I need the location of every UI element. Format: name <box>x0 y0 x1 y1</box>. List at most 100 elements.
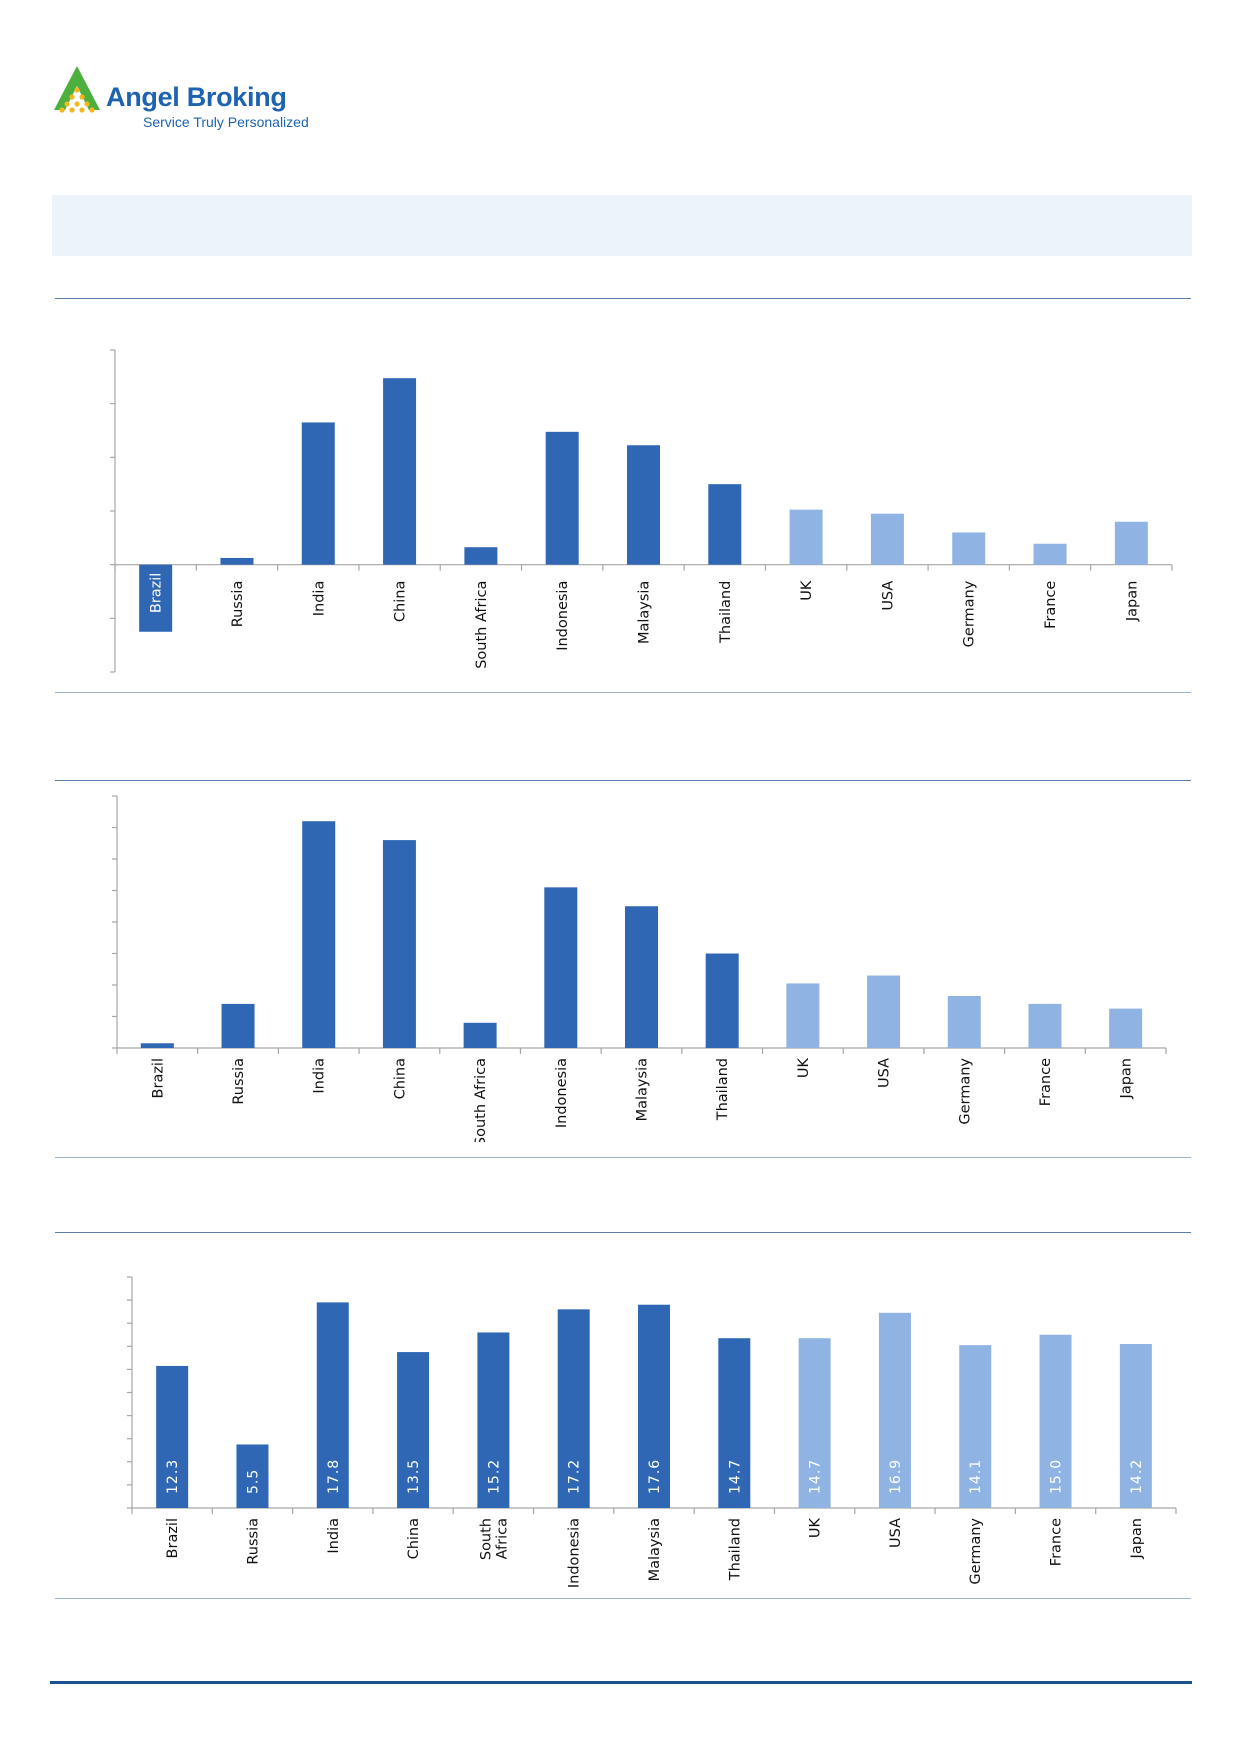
category-label-line: India <box>326 1518 342 1554</box>
category-label-line: Thailand <box>727 1518 743 1581</box>
category-label: Thailand <box>727 1518 743 1581</box>
bar-malaysia <box>638 1304 670 1508</box>
category-label-line: Germany <box>957 1058 973 1125</box>
logo-triangle-icon <box>54 66 100 113</box>
category-label: Indonesia <box>567 1518 583 1588</box>
category-label: UK <box>799 580 815 601</box>
bar-brazil <box>140 1043 174 1048</box>
category-label: South Africa <box>473 1058 489 1142</box>
category-label-line: Malaysia <box>647 1518 663 1581</box>
data-label: 12.3 <box>165 1459 181 1494</box>
category-label-line: China <box>393 581 409 622</box>
category-label-line: South Africa <box>474 581 490 669</box>
category-label: SouthAfrica <box>478 1518 510 1560</box>
data-label: 16.9 <box>888 1459 904 1494</box>
category-label-line: France <box>1043 581 1059 629</box>
category-label: Germany <box>957 1058 973 1125</box>
bar-germany <box>947 996 981 1048</box>
category-label: Indonesia <box>554 1058 570 1128</box>
category-label-line: China <box>406 1518 422 1559</box>
category-label: India <box>312 1058 328 1094</box>
bar-germany <box>952 532 986 565</box>
bar-france <box>1028 1003 1062 1048</box>
category-label: France <box>1038 1058 1054 1106</box>
data-label: 14.2 <box>1129 1459 1145 1494</box>
bar-japan <box>1109 1008 1143 1048</box>
bar-india <box>302 821 336 1048</box>
chart-1-bar-chart: Brazil Russia India China South Africa Indone… <box>110 349 1173 673</box>
category-label: China <box>393 581 409 622</box>
category-label-line: Indonesia <box>554 1058 570 1128</box>
data-label: 17.8 <box>326 1459 342 1494</box>
brand-tagline: Service Truly Personalized <box>143 114 309 130</box>
bar-thailand <box>708 484 742 565</box>
data-label: 14.1 <box>968 1459 984 1494</box>
bar-malaysia <box>627 445 660 565</box>
category-label: France <box>1049 1518 1065 1566</box>
category-label: Thailand <box>715 1058 731 1121</box>
bar-indonesia <box>545 431 579 565</box>
category-label: India <box>326 1518 342 1554</box>
category-label-line: Thailand <box>718 581 734 644</box>
category-label-line: Malaysia <box>637 581 653 644</box>
category-label-line: Japan <box>1119 1058 1135 1099</box>
bar-uk <box>798 1338 831 1508</box>
chart-2-bottom-rule <box>55 1157 1191 1158</box>
bar-france <box>1033 543 1067 565</box>
bar-russia <box>220 557 254 565</box>
bar-russia <box>236 1444 269 1508</box>
category-label-line: Russia <box>245 1518 261 1565</box>
category-label: Malaysia <box>637 581 653 644</box>
bar-indonesia <box>557 1309 590 1508</box>
bar-usa <box>867 975 901 1048</box>
category-label-line: France <box>1038 1058 1054 1106</box>
category-label-line: USA <box>880 581 896 611</box>
category-label-line: UK <box>796 1058 812 1079</box>
category-label-line: USA <box>888 1518 904 1548</box>
chart-1-top-rule <box>55 298 1191 299</box>
bar-usa <box>878 1312 911 1508</box>
category-label: Malaysia <box>635 1058 651 1121</box>
category-label: Indonesia <box>555 581 571 651</box>
category-label: Russia <box>245 1518 261 1565</box>
category-label: France <box>1043 581 1059 629</box>
bar-russia <box>221 1003 255 1048</box>
category-label: Germany <box>968 1518 984 1585</box>
category-label-line: Germany <box>962 580 978 647</box>
category-label: Japan <box>1124 581 1140 622</box>
footer-rule <box>50 1681 1192 1684</box>
category-label-line: India <box>312 1058 328 1094</box>
category-label-line: Brazil <box>165 1518 181 1558</box>
category-label-line: Russia <box>231 1058 247 1105</box>
category-label-line: Brazil <box>149 573 165 613</box>
category-label-line: India <box>311 581 327 617</box>
brand-name: Angel Broking <box>106 82 287 112</box>
category-label-line: Thailand <box>715 1058 731 1121</box>
category-label: Russia <box>230 581 246 628</box>
data-label: 17.6 <box>647 1459 663 1494</box>
bar-france <box>1039 1334 1072 1508</box>
category-label-line: UK <box>799 580 815 601</box>
bar-indonesia <box>544 887 578 1048</box>
bar-uk <box>786 983 820 1048</box>
category-label-line: USA <box>877 1058 893 1088</box>
data-label: 14.7 <box>808 1459 824 1494</box>
category-label: UK <box>808 1518 824 1539</box>
category-label: China <box>392 1058 408 1099</box>
bar-india <box>301 422 335 565</box>
category-label-line: Japan <box>1129 1518 1145 1559</box>
bar-thailand <box>705 953 739 1048</box>
category-label-line: Malaysia <box>635 1058 651 1121</box>
brand-logo: Angel Broking Service Truly Personalized <box>52 62 312 134</box>
category-label: Malaysia <box>647 1518 663 1581</box>
bar-usa <box>870 513 904 565</box>
bar-india <box>316 1302 349 1508</box>
category-label-line: UK <box>808 1518 824 1539</box>
category-label: USA <box>888 1518 904 1548</box>
category-label-line: France <box>1049 1518 1065 1566</box>
bar-china <box>397 1352 430 1508</box>
data-label: 17.2 <box>567 1459 583 1494</box>
category-label-line: South <box>478 1518 494 1560</box>
section-title-band <box>52 195 1192 256</box>
category-label: Brazil <box>149 573 165 613</box>
